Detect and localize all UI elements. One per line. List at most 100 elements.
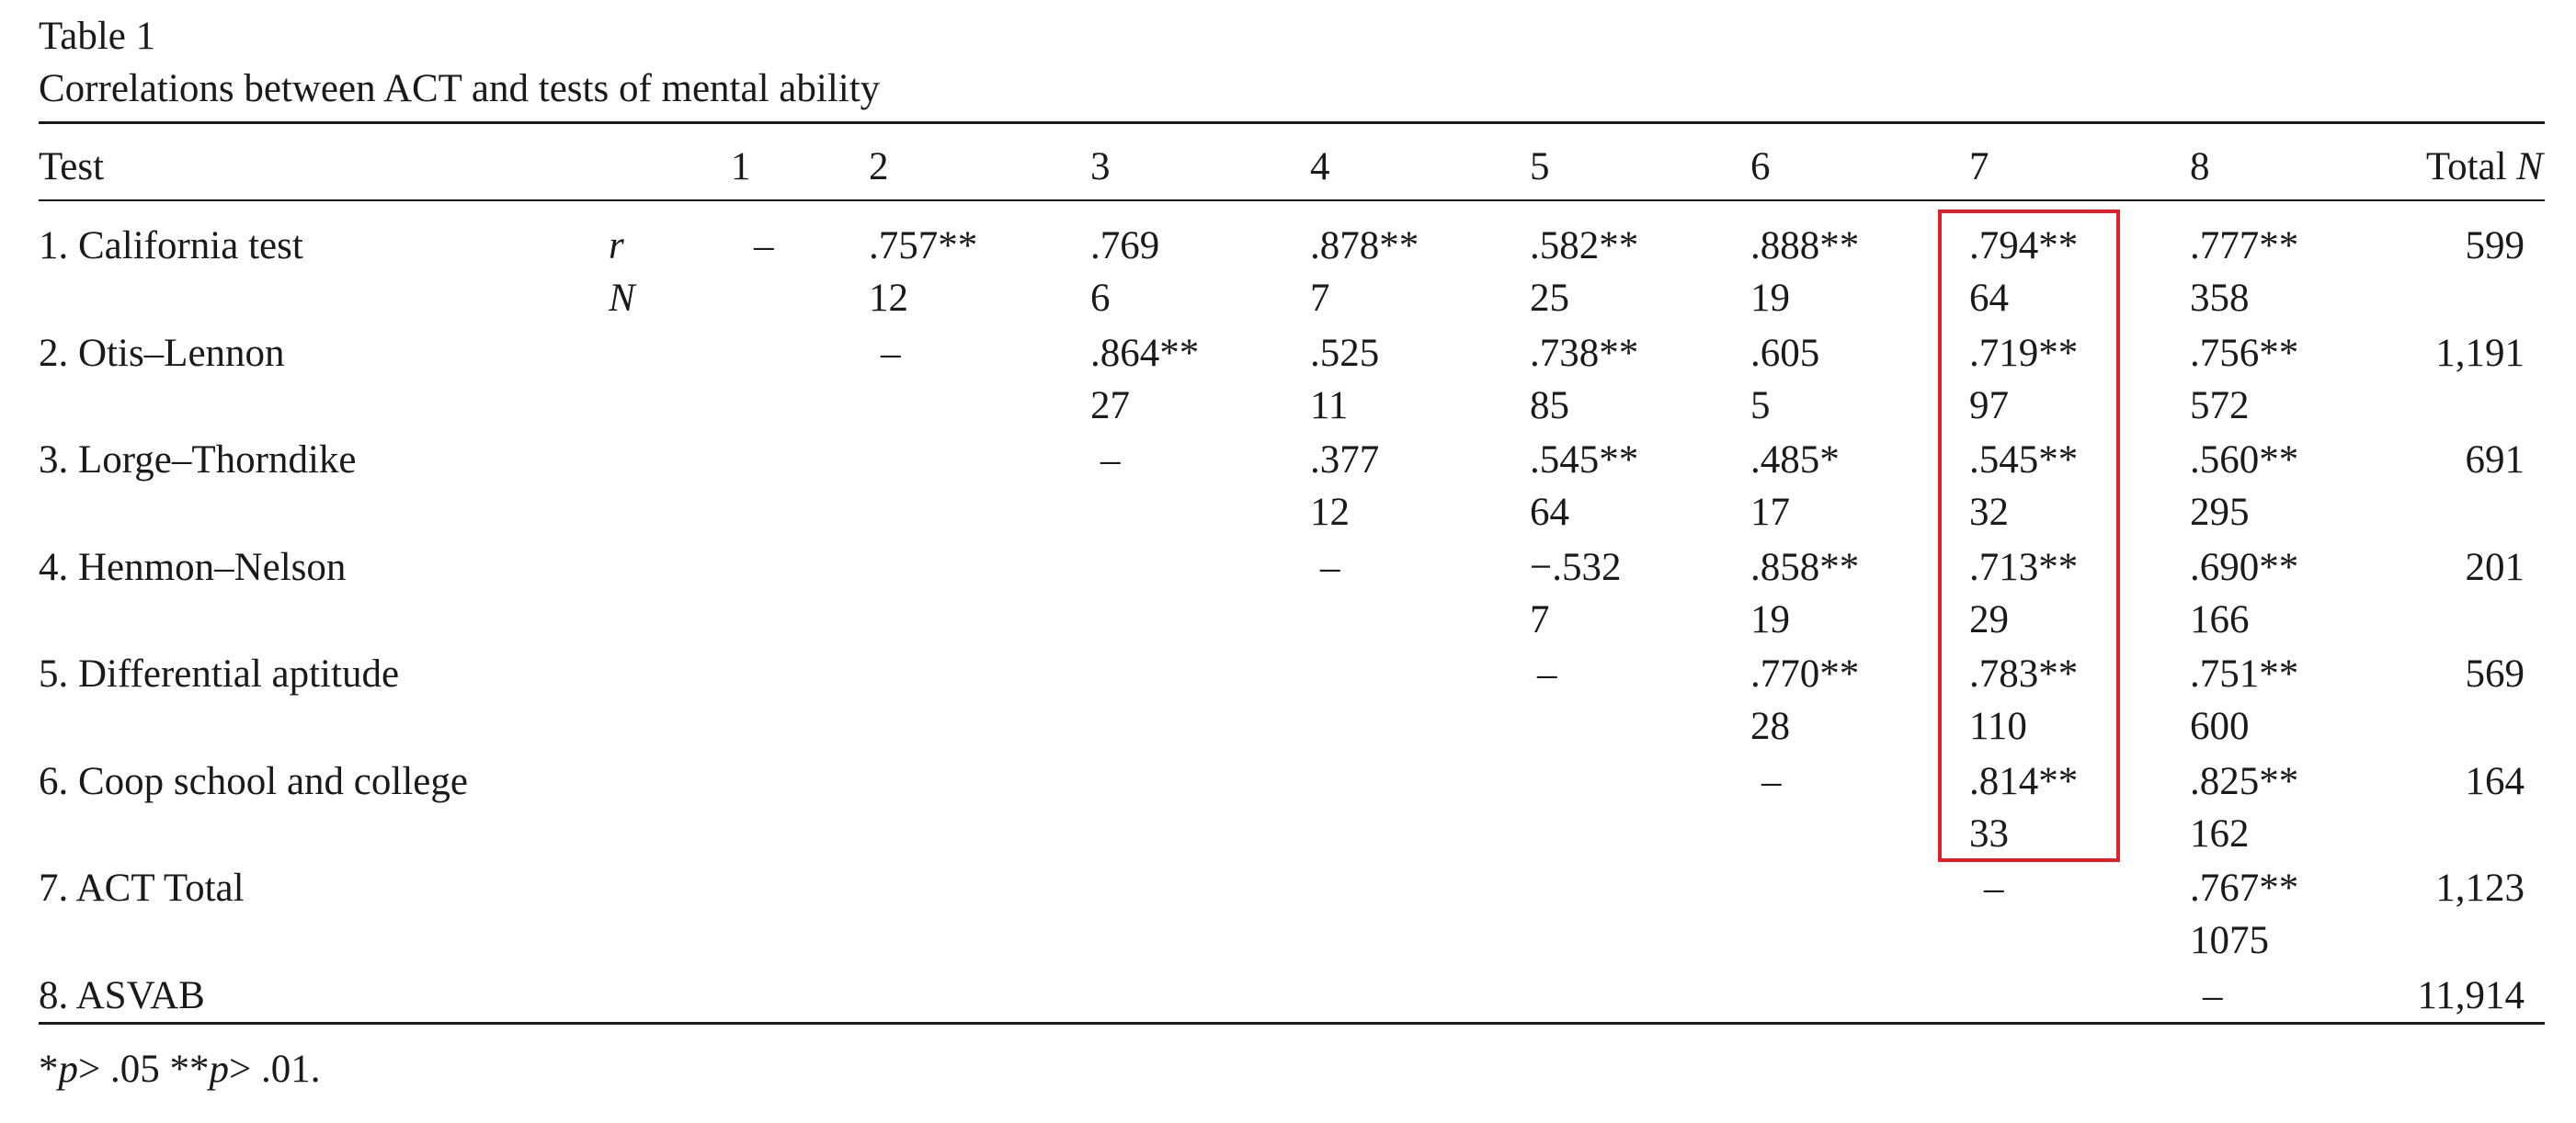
diagonal-dash: – xyxy=(1761,759,1782,803)
cell-n: 27 xyxy=(1090,383,1130,427)
cell-r: .751** xyxy=(2190,652,2299,696)
cell-n: 11 xyxy=(1310,383,1349,427)
table-title: Correlations between ACT and tests of me… xyxy=(39,67,881,110)
cell-n: 5 xyxy=(1750,383,1771,427)
cell-r: .690** xyxy=(2190,545,2299,589)
header-total-n: N xyxy=(2516,145,2543,188)
diagonal-dash: – xyxy=(1537,652,1557,696)
cell-r: .825** xyxy=(2190,759,2299,803)
cell-r: .769 xyxy=(1090,224,1160,267)
diagonal-dash: – xyxy=(1320,545,1340,589)
cell-r: .864** xyxy=(1090,331,1200,375)
cell-r: .560** xyxy=(2190,438,2299,482)
header-rule xyxy=(39,199,2545,201)
cell-n: 12 xyxy=(1310,491,1350,534)
cell-r: .770** xyxy=(1750,652,1860,696)
table-label: Table 1 xyxy=(39,15,156,58)
header-col-2: 2 xyxy=(869,145,889,188)
header-test: Test xyxy=(39,145,105,188)
cell-n: 110 xyxy=(1969,705,2027,748)
cell-r: .525 xyxy=(1310,331,1380,375)
cell-r: .713** xyxy=(1969,545,2079,589)
bottom-rule xyxy=(39,1022,2545,1025)
cell-total: 569 xyxy=(2465,652,2525,696)
cell-r: .777** xyxy=(2190,224,2299,267)
header-col-6: 6 xyxy=(1750,145,1771,188)
footnote-rest2: > .01. xyxy=(229,1048,321,1091)
cell-n: 25 xyxy=(1530,277,1569,320)
footnote-rest1: > .05 ** xyxy=(78,1048,210,1091)
cell-n: 85 xyxy=(1530,383,1569,427)
cell-n: 29 xyxy=(1969,597,2009,641)
cell-total: 1,123 xyxy=(2435,867,2525,910)
cell-r: .783** xyxy=(1969,652,2079,696)
cell-n: 162 xyxy=(2190,811,2250,856)
cell-r: .377 xyxy=(1310,438,1380,482)
cell-n: 19 xyxy=(1750,597,1790,641)
cell-r: .767** xyxy=(2190,867,2299,910)
cell-r: .888** xyxy=(1750,224,1860,267)
cell-n: 33 xyxy=(1969,811,2009,856)
header-col-8: 8 xyxy=(2190,145,2210,188)
header-col-7: 7 xyxy=(1969,145,1989,188)
table-row-name: 1. California test xyxy=(39,224,303,267)
cell-n: 1075 xyxy=(2190,919,2269,962)
header-col-3: 3 xyxy=(1090,145,1111,188)
cell-r: .794** xyxy=(1969,224,2079,267)
footnote-p2: p xyxy=(209,1048,230,1091)
cell-n: 17 xyxy=(1750,491,1790,534)
diagonal-dash: – xyxy=(754,224,774,267)
header-col-4: 4 xyxy=(1310,145,1330,188)
column-7-highlight-box xyxy=(1938,210,2120,862)
table-row-name: 6. Coop school and college xyxy=(39,759,468,803)
footnote-p1: p xyxy=(58,1048,79,1091)
cell-n: 97 xyxy=(1969,383,2009,427)
cell-r: −.532 xyxy=(1530,545,1622,589)
table-row-name: 8. ASVAB xyxy=(39,973,205,1017)
cell-total: 1,191 xyxy=(2435,331,2525,375)
cell-n: 12 xyxy=(869,277,908,320)
table-row-name: 5. Differential aptitude xyxy=(39,652,400,696)
cell-r: .719** xyxy=(1969,331,2079,375)
table-footnote: *p> .05 **p> .01. xyxy=(39,1049,321,1089)
cell-n: 6 xyxy=(1090,277,1111,320)
diagonal-dash: – xyxy=(2203,973,2223,1017)
cell-n: 28 xyxy=(1750,705,1790,748)
cell-n: 32 xyxy=(1969,491,2009,534)
cell-total: 201 xyxy=(2465,545,2525,589)
header-col-5: 5 xyxy=(1530,145,1550,188)
table-row-name: 7. ACT Total xyxy=(39,867,245,910)
header-col-1: 1 xyxy=(731,145,751,188)
table-row-name: 3. Lorge–Thorndike xyxy=(39,438,357,482)
table-row-name: 2. Otis–Lennon xyxy=(39,331,285,375)
cell-n: 166 xyxy=(2190,597,2250,641)
cell-r: .756** xyxy=(2190,331,2299,375)
cell-total: 164 xyxy=(2465,759,2525,803)
cell-n: 600 xyxy=(2190,705,2250,748)
cell-n: 358 xyxy=(2190,277,2250,320)
cell-n: 7 xyxy=(1310,277,1330,320)
row-marker-n: N xyxy=(609,277,635,320)
row-marker-r: r xyxy=(609,224,624,267)
footnote-star: * xyxy=(39,1048,59,1091)
cell-r: .878** xyxy=(1310,224,1419,267)
diagonal-dash: – xyxy=(1984,867,2004,910)
cell-total: 599 xyxy=(2465,224,2525,267)
cell-n: 7 xyxy=(1530,597,1550,641)
diagonal-dash: – xyxy=(881,331,901,375)
top-rule xyxy=(39,121,2545,124)
cell-r: .545** xyxy=(1530,438,1639,482)
cell-n: 64 xyxy=(1530,491,1569,534)
cell-r: .582** xyxy=(1530,224,1639,267)
cell-r: .485* xyxy=(1750,438,1840,482)
header-total: Total N xyxy=(2298,147,2543,187)
cell-n: 19 xyxy=(1750,277,1790,320)
cell-r: .757** xyxy=(869,224,978,267)
cell-r: .814** xyxy=(1969,759,2079,803)
cell-n: 295 xyxy=(2190,491,2250,534)
cell-n: 572 xyxy=(2190,383,2250,427)
cell-n: 64 xyxy=(1969,277,2009,320)
cell-r: .605 xyxy=(1750,331,1820,375)
header-total-text: Total xyxy=(2425,145,2517,188)
